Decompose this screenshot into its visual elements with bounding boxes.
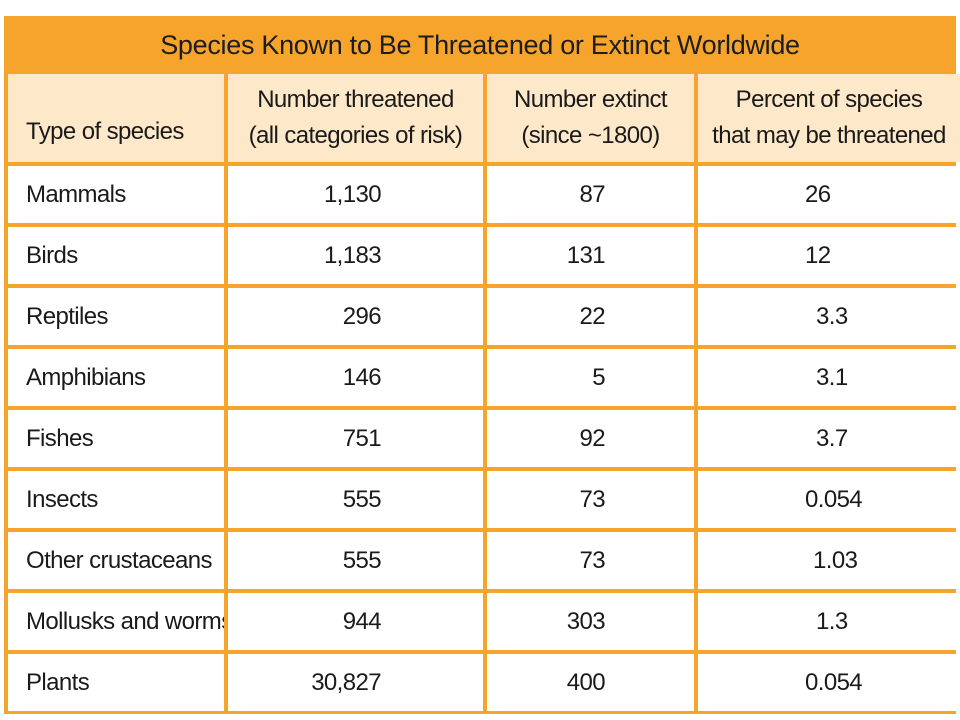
header-type-label: Type of species bbox=[26, 118, 184, 145]
table-grid: Type of species Number threatened (all c… bbox=[4, 74, 960, 711]
cell-threatened: 751 bbox=[228, 410, 483, 467]
cell-extinct: 92 bbox=[487, 410, 694, 467]
cell-percent: 26 bbox=[698, 166, 960, 223]
cell-percent: 0.054 bbox=[698, 471, 960, 528]
header-percent-threatened: Percent of species that may be threatene… bbox=[698, 74, 960, 162]
cell-type: Plants bbox=[8, 654, 224, 711]
header-extinct-line1: Number extinct bbox=[514, 86, 668, 113]
header-extinct-line2: (since ~1800) bbox=[521, 122, 660, 149]
cell-percent: 12 bbox=[698, 227, 960, 284]
header-percent-line2: that may be threatened bbox=[712, 122, 946, 149]
cell-threatened: 1,130 bbox=[228, 166, 483, 223]
header-threatened-line2: (all categories of risk) bbox=[248, 122, 463, 149]
cell-threatened: 30,827 bbox=[228, 654, 483, 711]
cell-type: Reptiles bbox=[8, 288, 224, 345]
cell-extinct: 73 bbox=[487, 532, 694, 589]
cell-type: Insects bbox=[8, 471, 224, 528]
cell-type: Mammals bbox=[8, 166, 224, 223]
cell-extinct: 22 bbox=[487, 288, 694, 345]
cell-threatened: 555 bbox=[228, 532, 483, 589]
table-title: Species Known to Be Threatened or Extinc… bbox=[160, 30, 800, 60]
header-threatened-line1: Number threatened bbox=[257, 86, 454, 113]
header-number-extinct: Number extinct (since ~1800) bbox=[487, 74, 694, 162]
cell-threatened: 555 bbox=[228, 471, 483, 528]
cell-extinct: 131 bbox=[487, 227, 694, 284]
cell-threatened: 296 bbox=[228, 288, 483, 345]
cell-extinct: 73 bbox=[487, 471, 694, 528]
cell-threatened: 944 bbox=[228, 593, 483, 650]
cell-type: Fishes bbox=[8, 410, 224, 467]
cell-extinct: 87 bbox=[487, 166, 694, 223]
cell-percent: 1.03 bbox=[698, 532, 960, 589]
header-type-of-species: Type of species bbox=[8, 74, 224, 162]
cell-percent: 1.3 bbox=[698, 593, 960, 650]
cell-extinct: 5 bbox=[487, 349, 694, 406]
cell-extinct: 400 bbox=[487, 654, 694, 711]
cell-percent: 0.054 bbox=[698, 654, 960, 711]
header-percent-line1: Percent of species bbox=[735, 86, 923, 113]
cell-percent: 3.1 bbox=[698, 349, 960, 406]
header-number-threatened: Number threatened (all categories of ris… bbox=[228, 74, 483, 162]
cell-percent: 3.7 bbox=[698, 410, 960, 467]
cell-type: Birds bbox=[8, 227, 224, 284]
cell-type: Amphibians bbox=[8, 349, 224, 406]
species-table: Species Known to Be Threatened or Extinc… bbox=[4, 16, 960, 714]
cell-percent: 3.3 bbox=[698, 288, 960, 345]
cell-threatened: 1,183 bbox=[228, 227, 483, 284]
cell-type: Other crustaceans bbox=[8, 532, 224, 589]
cell-type: Mollusks and worms bbox=[8, 593, 224, 650]
cell-extinct: 303 bbox=[487, 593, 694, 650]
cell-threatened: 146 bbox=[228, 349, 483, 406]
